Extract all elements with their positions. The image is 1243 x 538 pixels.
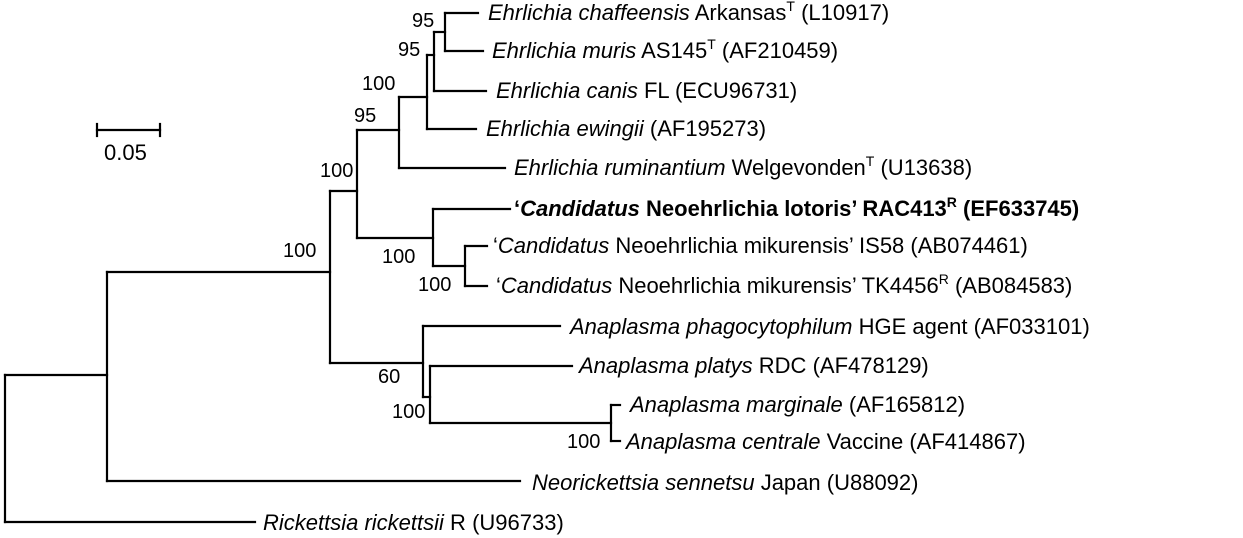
taxon-label: ‘Candidatus Neoehrlichia mikurensis’ TK4… xyxy=(496,271,1072,298)
bootstrap-label: 100 xyxy=(392,401,425,423)
taxon-label: Anaplasma platys RDC (AF478129) xyxy=(577,353,929,378)
bootstrap-label: 100 xyxy=(382,246,415,268)
bootstrap-label: 60 xyxy=(378,366,400,388)
bootstrap-label: 100 xyxy=(320,160,353,182)
scale-bar-label: 0.05 xyxy=(104,140,147,165)
taxon-label: Neorickettsia sennetsu Japan (U88092) xyxy=(532,470,918,495)
taxon-label: ‘Candidatus Neoehrlichia lotoris’ RAC413… xyxy=(514,194,1079,221)
bootstrap-label: 95 xyxy=(412,10,434,32)
taxon-label: Rickettsia rickettsii R (U96733) xyxy=(263,510,564,535)
taxon-label: Ehrlichia muris AS145T (AF210459) xyxy=(492,36,838,63)
bootstrap-label: 100 xyxy=(567,431,600,453)
bootstrap-label: 95 xyxy=(354,105,376,127)
taxon-label: Ehrlichia ruminantium WelgevondenT (U136… xyxy=(514,153,972,180)
taxon-label: Ehrlichia chaffeensis ArkansasT (L10917) xyxy=(488,0,889,25)
taxon-label: Ehrlichia ewingii (AF195273) xyxy=(486,116,766,141)
bootstrap-label: 100 xyxy=(362,73,395,95)
bootstrap-label: 95 xyxy=(398,39,420,61)
taxon-label: Ehrlichia canis FL (ECU96731) xyxy=(496,78,797,103)
bootstrap-label: 100 xyxy=(283,240,316,262)
taxon-label: ‘Candidatus Neoehrlichia mikurensis’ IS5… xyxy=(493,233,1028,258)
scale-bar: 0.05 xyxy=(95,122,162,165)
taxon-label: Anaplasma phagocytophilum HGE agent (AF0… xyxy=(568,314,1090,339)
taxon-labels: Ehrlichia chaffeensis ArkansasT (L10917)… xyxy=(263,0,1090,535)
bootstrap-label: 100 xyxy=(418,274,451,296)
bootstrap-values: 95 95 100 95 100 100 100 100 60 100 100 xyxy=(283,10,600,453)
taxon-label: Anaplasma centrale Vaccine (AF414867) xyxy=(624,429,1026,454)
taxon-label: Anaplasma marginale (AF165812) xyxy=(628,392,965,417)
tree-branches xyxy=(3,11,622,524)
